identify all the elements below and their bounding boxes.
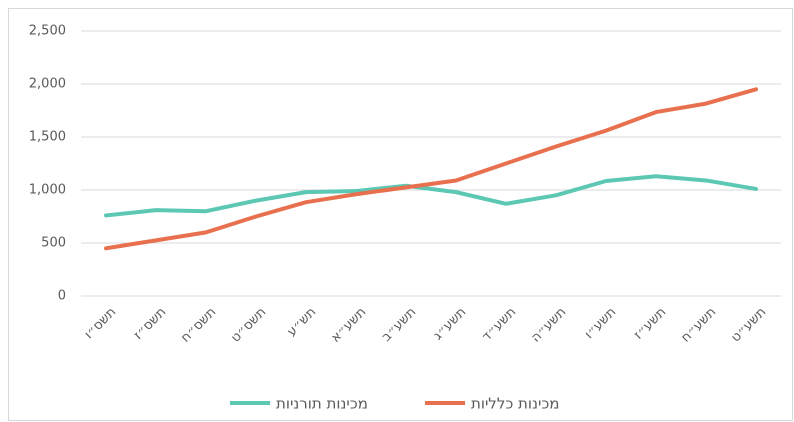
y-tick-label: 1,000 [29,183,66,198]
y-tick-label: 0 [58,289,66,304]
series-line [104,87,758,251]
y-tick-label: 1,500 [29,130,66,145]
legend-label: מכינות כלליות [471,395,559,413]
y-tick-label: 500 [41,236,66,251]
y-tick-label: 2,500 [29,24,66,39]
series-line [104,174,758,218]
chart-border [8,8,793,421]
y-tick-label: 2,000 [29,77,66,92]
legend-label: מכינות תורניות [276,395,368,413]
